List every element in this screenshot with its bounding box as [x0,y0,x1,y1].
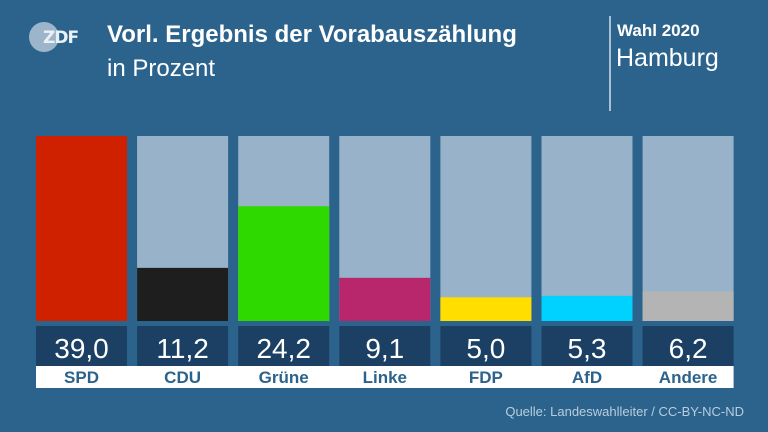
value-box-fdp [440,326,532,366]
bar-linke [339,277,431,321]
value-box-grüne [238,326,330,366]
value-box-linke [339,326,431,366]
logo-circle [29,22,59,52]
value-box-spd [36,326,127,366]
header-divider [609,16,611,111]
logo-text: ZDF [43,28,79,48]
bar-spd [36,136,127,321]
value-box-cdu [137,326,229,366]
bar-track-afd [541,136,633,321]
bar-grüne [238,206,330,321]
category-label-spd: SPD [64,368,99,387]
chart-subtitle: in Prozent [107,55,216,82]
bar-andere [642,291,734,321]
category-label-cdu: CDU [164,368,201,387]
election-label: Wahl 2020 [617,21,700,40]
value-label-cdu: 11,2 [156,333,208,364]
value-label-linke: 9,1 [365,333,404,364]
bar-track-andere [642,136,734,321]
bar-track-fdp [440,136,532,321]
category-label-linke: Linke [363,368,407,387]
value-box-andere [642,326,734,366]
chart-title: Vorl. Ergebnis der Vorabauszählung [107,21,517,48]
value-label-fdp: 5,0 [466,333,505,364]
value-label-grüne: 24,2 [256,333,311,364]
bar-fdp [440,297,532,321]
value-label-andere: 6,2 [669,333,708,364]
category-label-grüne: Grüne [259,368,309,387]
category-label-andere: Andere [659,368,718,387]
category-label-afd: AfD [572,368,602,387]
bar-afd [541,295,633,321]
value-box-afd [541,326,633,366]
source-credit: Quelle: Landeswahlleiter / CC-BY-NC-ND [505,404,744,419]
category-label-fdp: FDP [469,368,503,387]
value-label-afd: 5,3 [568,333,607,364]
value-label-spd: 39,0 [54,333,109,364]
region-label: Hamburg [616,44,719,72]
bar-cdu [137,267,229,321]
zdf-logo-icon: ZDF [29,22,85,52]
label-strip [36,366,734,388]
